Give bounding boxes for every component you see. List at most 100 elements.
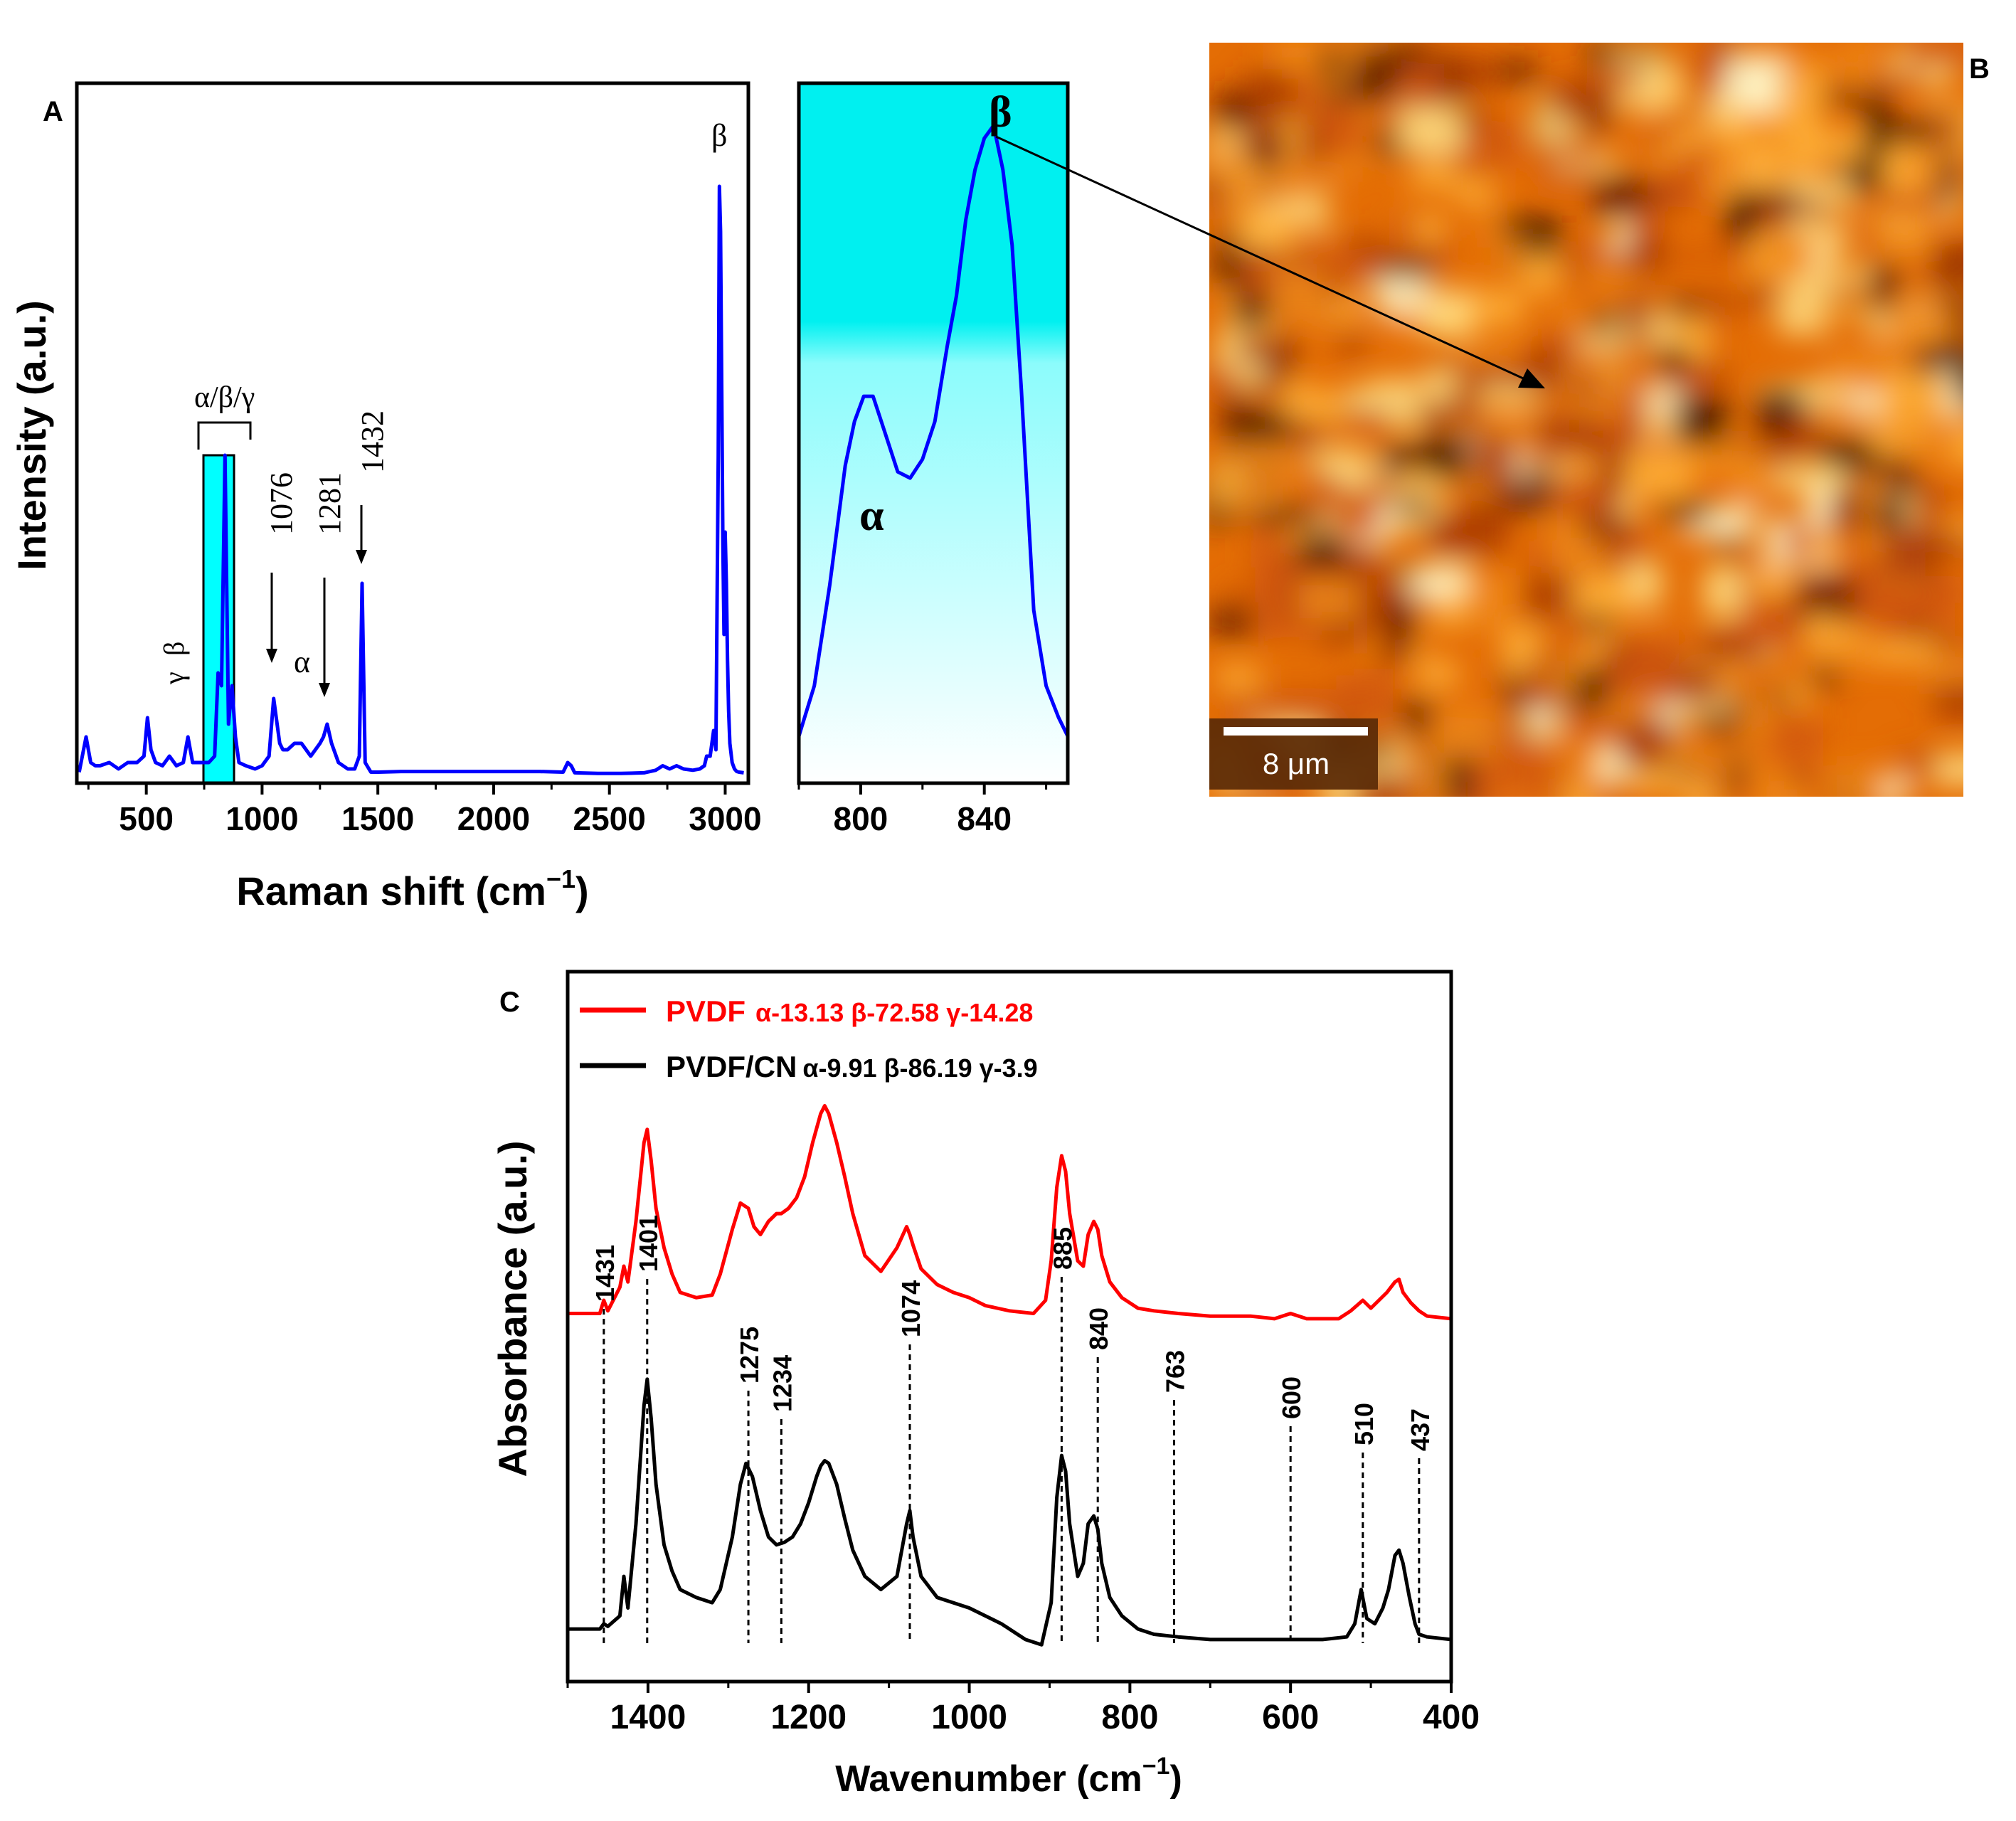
map-pixel-cluster	[1463, 151, 1516, 169]
arrow-1281	[319, 683, 330, 697]
zoom-frame	[797, 81, 1070, 785]
zoom-x-tick-label-840: 840	[957, 800, 1012, 837]
map-pixel-cluster	[1598, 575, 1622, 604]
map-pixel-cluster	[1416, 659, 1459, 689]
map-pixel-cluster	[1223, 174, 1266, 213]
map-pixel-cluster	[1409, 566, 1467, 598]
alpha-label-small: α	[294, 644, 310, 679]
map-pixel-cluster	[1740, 693, 1771, 738]
map-pixel-cluster	[1359, 413, 1386, 435]
map-pixel-cluster	[1237, 336, 1295, 363]
map-pixel-cluster	[1500, 235, 1524, 279]
map-pixel-cluster	[1913, 145, 1939, 186]
map-pixel-cluster	[1225, 696, 1266, 718]
map-pixel-cluster	[1798, 577, 1857, 617]
map-pixel-cluster	[1391, 218, 1421, 247]
map-pixel-cluster	[1464, 122, 1521, 153]
peak-label-1234: 1234	[768, 1355, 797, 1412]
zoom-x-tick-label-800: 800	[834, 800, 888, 837]
map-pixel-cluster	[1686, 53, 1721, 101]
map-pixel-cluster	[1777, 467, 1846, 491]
map-pixel-cluster	[1814, 399, 1858, 433]
map-pixel-cluster	[1526, 657, 1549, 710]
map-pixel-cluster	[1400, 699, 1434, 734]
map-pixel-cluster	[1408, 753, 1449, 797]
map-pixel-cluster	[1826, 351, 1866, 388]
map-pixel-cluster	[1546, 660, 1577, 704]
map-pixel-cluster	[1377, 628, 1400, 668]
map-pixel-cluster	[1337, 335, 1365, 355]
map-pixel-cluster	[1670, 248, 1738, 265]
map-pixel-cluster	[1686, 359, 1714, 397]
map-pixel-cluster	[1738, 751, 1761, 770]
peak-label-1431: 1431	[590, 1245, 620, 1302]
map-pixel-cluster	[1550, 80, 1617, 115]
map-pixel-cluster	[1678, 147, 1712, 176]
map-pixel-cluster	[1261, 690, 1314, 723]
map-pixel-cluster	[1937, 753, 1963, 784]
panel-b-letter: B	[1969, 53, 1990, 85]
panel-c-ftir: C 1400 1200 1000 800 600 400 1431 1401 1275 1234…	[490, 970, 1480, 1800]
c-x-tick-label-800: 800	[1101, 1699, 1158, 1736]
map-pixel-cluster	[1704, 566, 1741, 616]
map-pixel-cluster	[1929, 246, 1963, 273]
legend-label-pvdf-cn: PVDF/CN α-9.91 β-86.19 γ-3.9	[666, 1050, 1038, 1083]
peak-label-437: 437	[1406, 1408, 1435, 1451]
map-pixel-cluster	[1251, 505, 1311, 527]
map-pixel-cluster	[1320, 254, 1384, 279]
map-pixel-cluster	[1661, 502, 1711, 522]
map-pixel-cluster	[1768, 718, 1824, 756]
connector-arrowhead	[1518, 368, 1545, 388]
map-pixel-cluster	[1643, 125, 1669, 155]
peak-1432-label: 1432	[355, 410, 390, 473]
alpha-beta-gamma-label: α/β/γ	[194, 381, 255, 414]
zoom-beta-label: β	[989, 88, 1012, 137]
zoom-alpha-label: α	[859, 492, 884, 540]
map-pixel-cluster	[1524, 706, 1557, 737]
map-pixel-cluster	[1401, 63, 1445, 109]
map-pixel-cluster	[1880, 527, 1936, 579]
panel-a-raman-spectrum: A 500 1000 1500 2000 2500 3000 γ β α/β/γ 1076…	[9, 81, 762, 913]
map-pixel-cluster	[1675, 395, 1729, 445]
map-pixel-cluster	[1793, 129, 1864, 164]
panel-a-zoom-inset: 800 840 α β	[797, 81, 1070, 837]
map-pixel-cluster	[1524, 573, 1574, 619]
a-x-tick-label-1000: 1000	[226, 800, 298, 837]
map-pixel-cluster	[1749, 277, 1771, 309]
map-pixel-cluster	[1880, 372, 1945, 420]
map-pixel-cluster	[1948, 426, 1963, 467]
c-x-tick-label-1200: 1200	[770, 1699, 847, 1736]
map-pixel-cluster	[1295, 540, 1347, 566]
map-pixel-cluster	[1638, 616, 1663, 631]
map-pixel-cluster	[1887, 300, 1913, 347]
map-pixel-cluster	[1229, 444, 1258, 467]
map-pixel-cluster	[1864, 101, 1887, 147]
map-pixel-cluster	[1744, 124, 1789, 147]
peak-1076-label: 1076	[264, 472, 299, 535]
connector-arrow-line	[995, 135, 1530, 383]
map-pixel-cluster	[1473, 435, 1516, 484]
map-pixel-cluster	[1623, 294, 1651, 339]
map-pixel-cluster	[1424, 277, 1494, 298]
c-x-tick-label-1000: 1000	[931, 1699, 1007, 1736]
map-pixel-cluster	[1550, 538, 1606, 578]
map-pixel-cluster	[1619, 719, 1669, 769]
map-pixel-cluster	[1726, 196, 1754, 238]
zoom-background	[799, 83, 1068, 783]
map-pixel-cluster	[1935, 684, 1963, 721]
c-x-tick-label-600: 600	[1262, 1699, 1319, 1736]
map-pixel-cluster	[1875, 216, 1922, 235]
map-pixel-cluster	[1374, 129, 1404, 157]
map-pixel-cluster	[1765, 690, 1793, 706]
peak-label-763: 763	[1160, 1350, 1189, 1393]
map-pixel-cluster	[1669, 110, 1714, 125]
panel-c-frame	[566, 970, 1453, 1684]
c-x-tick-label-400: 400	[1423, 1699, 1480, 1736]
map-pixel-cluster	[1625, 233, 1666, 276]
map-pixel-cluster	[1345, 237, 1384, 258]
map-pixel-cluster	[1236, 212, 1294, 251]
arrow-1432	[356, 550, 367, 564]
peak-1281-label: 1281	[312, 472, 347, 535]
map-pixel-cluster	[1827, 765, 1887, 797]
map-pixel-cluster	[1221, 390, 1243, 435]
